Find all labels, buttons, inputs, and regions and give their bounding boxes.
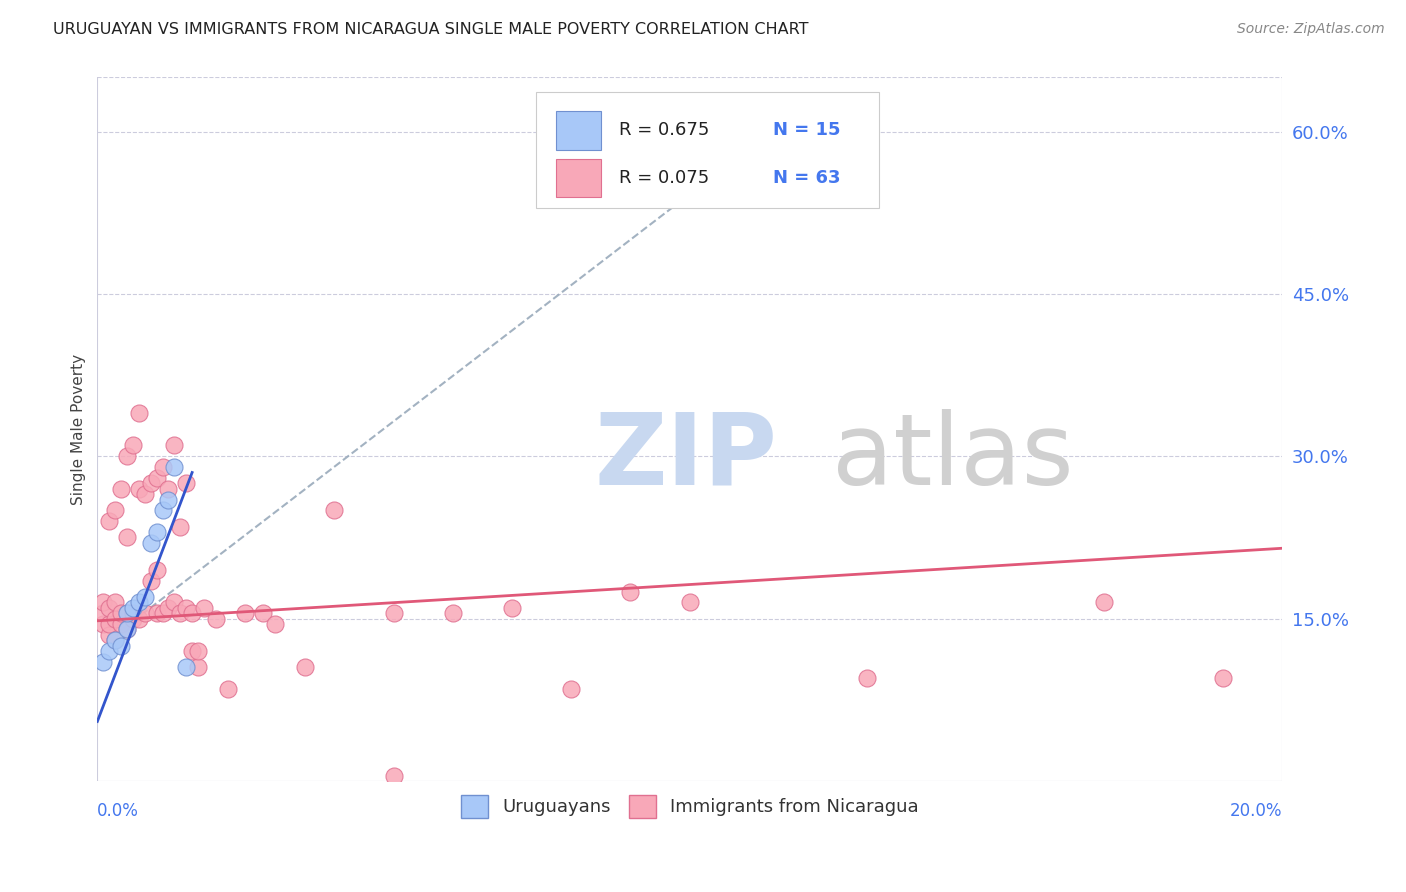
- Point: [157, 482, 180, 496]
- Bar: [555, 159, 600, 197]
- Point: [91, 595, 114, 609]
- Point: [235, 606, 257, 620]
- Point: [679, 595, 702, 609]
- Point: [128, 595, 150, 609]
- FancyBboxPatch shape: [536, 92, 879, 208]
- Text: ZIP: ZIP: [595, 409, 778, 506]
- Point: [856, 671, 879, 685]
- Point: [115, 531, 138, 545]
- Bar: [555, 111, 600, 150]
- Text: 20.0%: 20.0%: [1229, 802, 1282, 820]
- Text: N = 15: N = 15: [772, 121, 841, 139]
- Point: [169, 606, 191, 620]
- Point: [115, 623, 138, 637]
- Point: [115, 623, 138, 637]
- Point: [115, 606, 138, 620]
- Point: [134, 487, 156, 501]
- Point: [110, 482, 132, 496]
- Point: [115, 450, 138, 464]
- Point: [1212, 671, 1234, 685]
- Point: [157, 492, 180, 507]
- Point: [91, 617, 114, 632]
- Point: [163, 460, 186, 475]
- Point: [128, 482, 150, 496]
- Point: [139, 476, 162, 491]
- Point: [134, 606, 156, 620]
- Point: [382, 606, 405, 620]
- Point: [104, 503, 127, 517]
- Point: [91, 606, 114, 620]
- Point: [174, 660, 197, 674]
- Point: [110, 617, 132, 632]
- Point: [441, 606, 464, 620]
- Point: [122, 612, 145, 626]
- Point: [152, 460, 174, 475]
- Point: [122, 600, 145, 615]
- Point: [1092, 595, 1115, 609]
- Point: [104, 595, 127, 609]
- Point: [115, 606, 138, 620]
- Point: [104, 612, 127, 626]
- Text: 0.0%: 0.0%: [97, 802, 139, 820]
- Point: [501, 600, 523, 615]
- Point: [163, 438, 186, 452]
- Point: [152, 606, 174, 620]
- Point: [217, 681, 239, 696]
- Point: [619, 584, 641, 599]
- Point: [122, 606, 145, 620]
- Point: [382, 768, 405, 782]
- Point: [152, 503, 174, 517]
- Point: [204, 612, 226, 626]
- Point: [104, 633, 127, 648]
- Point: [560, 681, 582, 696]
- Point: [139, 574, 162, 588]
- Point: [174, 600, 197, 615]
- Point: [174, 476, 197, 491]
- Text: R = 0.675: R = 0.675: [619, 121, 709, 139]
- Point: [128, 406, 150, 420]
- Point: [169, 519, 191, 533]
- Text: Source: ZipAtlas.com: Source: ZipAtlas.com: [1237, 22, 1385, 37]
- Text: N = 63: N = 63: [772, 169, 841, 187]
- Point: [264, 617, 287, 632]
- Point: [122, 438, 145, 452]
- Point: [139, 536, 162, 550]
- Point: [98, 514, 121, 528]
- Point: [181, 606, 204, 620]
- Point: [98, 628, 121, 642]
- Point: [98, 644, 121, 658]
- Point: [91, 655, 114, 669]
- Point: [98, 600, 121, 615]
- Point: [128, 612, 150, 626]
- Text: atlas: atlas: [832, 409, 1073, 506]
- Text: URUGUAYAN VS IMMIGRANTS FROM NICARAGUA SINGLE MALE POVERTY CORRELATION CHART: URUGUAYAN VS IMMIGRANTS FROM NICARAGUA S…: [53, 22, 808, 37]
- Y-axis label: Single Male Poverty: Single Male Poverty: [72, 353, 86, 505]
- Point: [145, 524, 167, 539]
- Point: [252, 606, 274, 620]
- Point: [294, 660, 316, 674]
- Point: [98, 617, 121, 632]
- Point: [187, 644, 209, 658]
- Point: [104, 633, 127, 648]
- Point: [193, 600, 215, 615]
- Point: [157, 600, 180, 615]
- Point: [181, 644, 204, 658]
- Point: [187, 660, 209, 674]
- Point: [323, 503, 346, 517]
- Point: [145, 563, 167, 577]
- Point: [145, 606, 167, 620]
- Point: [145, 471, 167, 485]
- Legend: Uruguayans, Immigrants from Nicaragua: Uruguayans, Immigrants from Nicaragua: [453, 789, 927, 825]
- Point: [134, 590, 156, 604]
- Point: [163, 595, 186, 609]
- Point: [110, 639, 132, 653]
- Point: [110, 606, 132, 620]
- Text: R = 0.075: R = 0.075: [619, 169, 709, 187]
